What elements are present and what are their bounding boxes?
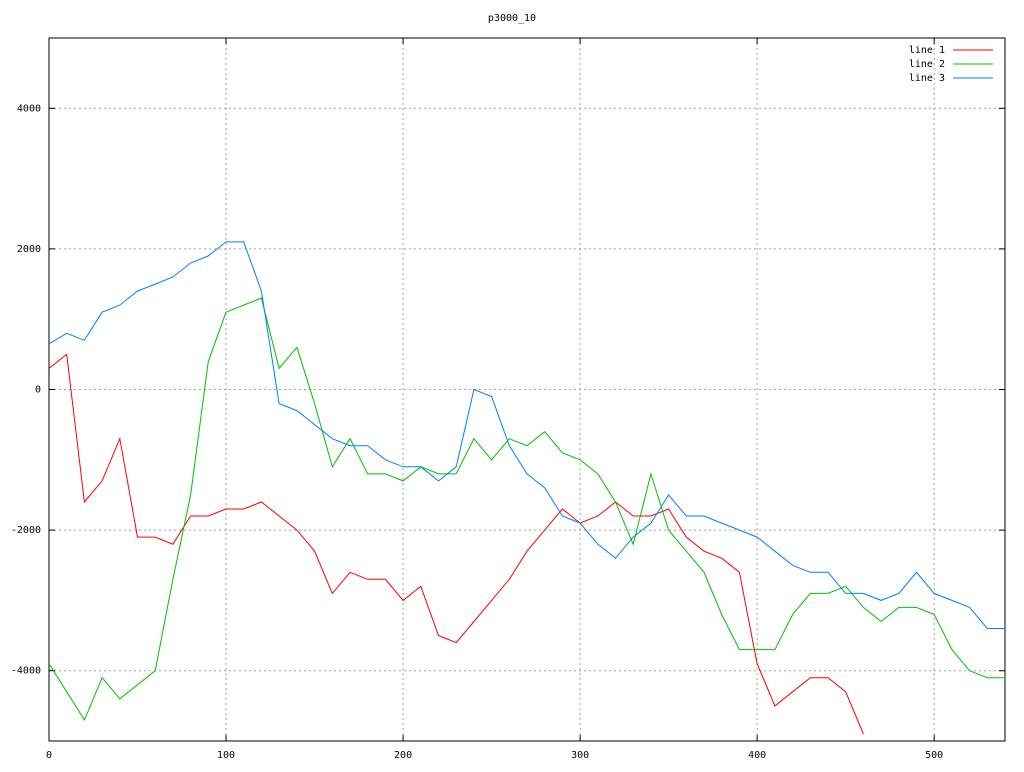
x-tick-label: 200 (394, 750, 412, 761)
chart-title: p3000_10 (488, 13, 536, 24)
data-line (49, 241, 1005, 629)
plot-frame (48, 37, 1006, 742)
x-tick-label: 500 (925, 750, 943, 761)
y-tick-label: -2000 (11, 525, 41, 536)
plot-area (49, 241, 1005, 735)
y-tick-label: 2000 (17, 244, 41, 255)
y-tick-label: 0 (35, 385, 41, 396)
legend-label: line 1 (909, 45, 945, 56)
x-tick-label: 400 (748, 750, 766, 761)
legend-label: line 3 (909, 73, 945, 84)
legend-label: line 2 (909, 59, 945, 70)
y-tick-label: -4000 (11, 666, 41, 677)
data-line (49, 297, 1005, 721)
x-tick-label: 0 (46, 750, 52, 761)
x-tick-label: 300 (571, 750, 589, 761)
data-line (49, 353, 864, 735)
x-tick-label: 100 (217, 750, 235, 761)
y-tick-label: 4000 (17, 103, 41, 114)
